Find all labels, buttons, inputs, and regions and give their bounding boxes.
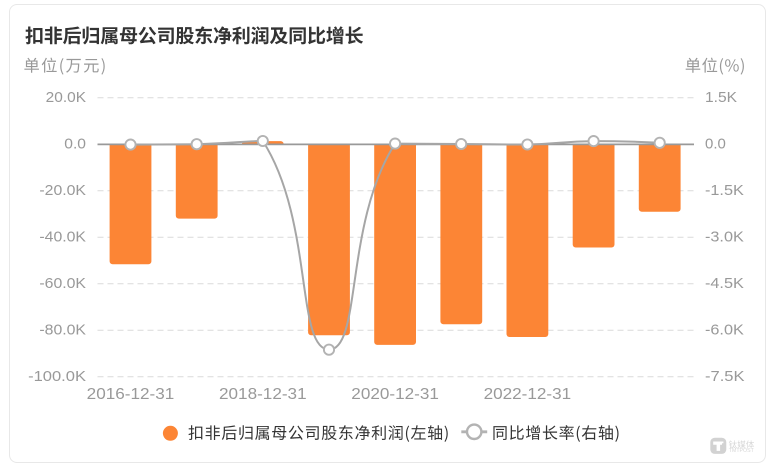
svg-text:-4.5K: -4.5K — [705, 275, 744, 292]
svg-text:-20.0K: -20.0K — [39, 182, 86, 199]
svg-text:-40.0K: -40.0K — [39, 229, 86, 246]
svg-text:0.0: 0.0 — [705, 136, 726, 153]
svg-text:2022-12-31: 2022-12-31 — [484, 386, 572, 403]
svg-text:2016-12-31: 2016-12-31 — [87, 386, 175, 403]
svg-text:-60.0K: -60.0K — [39, 275, 86, 292]
svg-text:-100.0K: -100.0K — [28, 368, 86, 385]
svg-text:TMTPOST: TMTPOST — [729, 448, 755, 454]
svg-text:-80.0K: -80.0K — [39, 322, 86, 339]
svg-text:-6.0K: -6.0K — [705, 322, 744, 339]
svg-text:2018-12-31: 2018-12-31 — [219, 386, 307, 403]
svg-text:1.5K: 1.5K — [705, 89, 737, 106]
svg-text:-7.5K: -7.5K — [705, 368, 745, 385]
svg-text:20.0K: 20.0K — [46, 89, 86, 106]
svg-text:-1.5K: -1.5K — [705, 182, 744, 199]
svg-text:2020-12-31: 2020-12-31 — [351, 386, 439, 403]
svg-text:0.0: 0.0 — [64, 136, 86, 153]
svg-text:-3.0K: -3.0K — [705, 229, 744, 246]
